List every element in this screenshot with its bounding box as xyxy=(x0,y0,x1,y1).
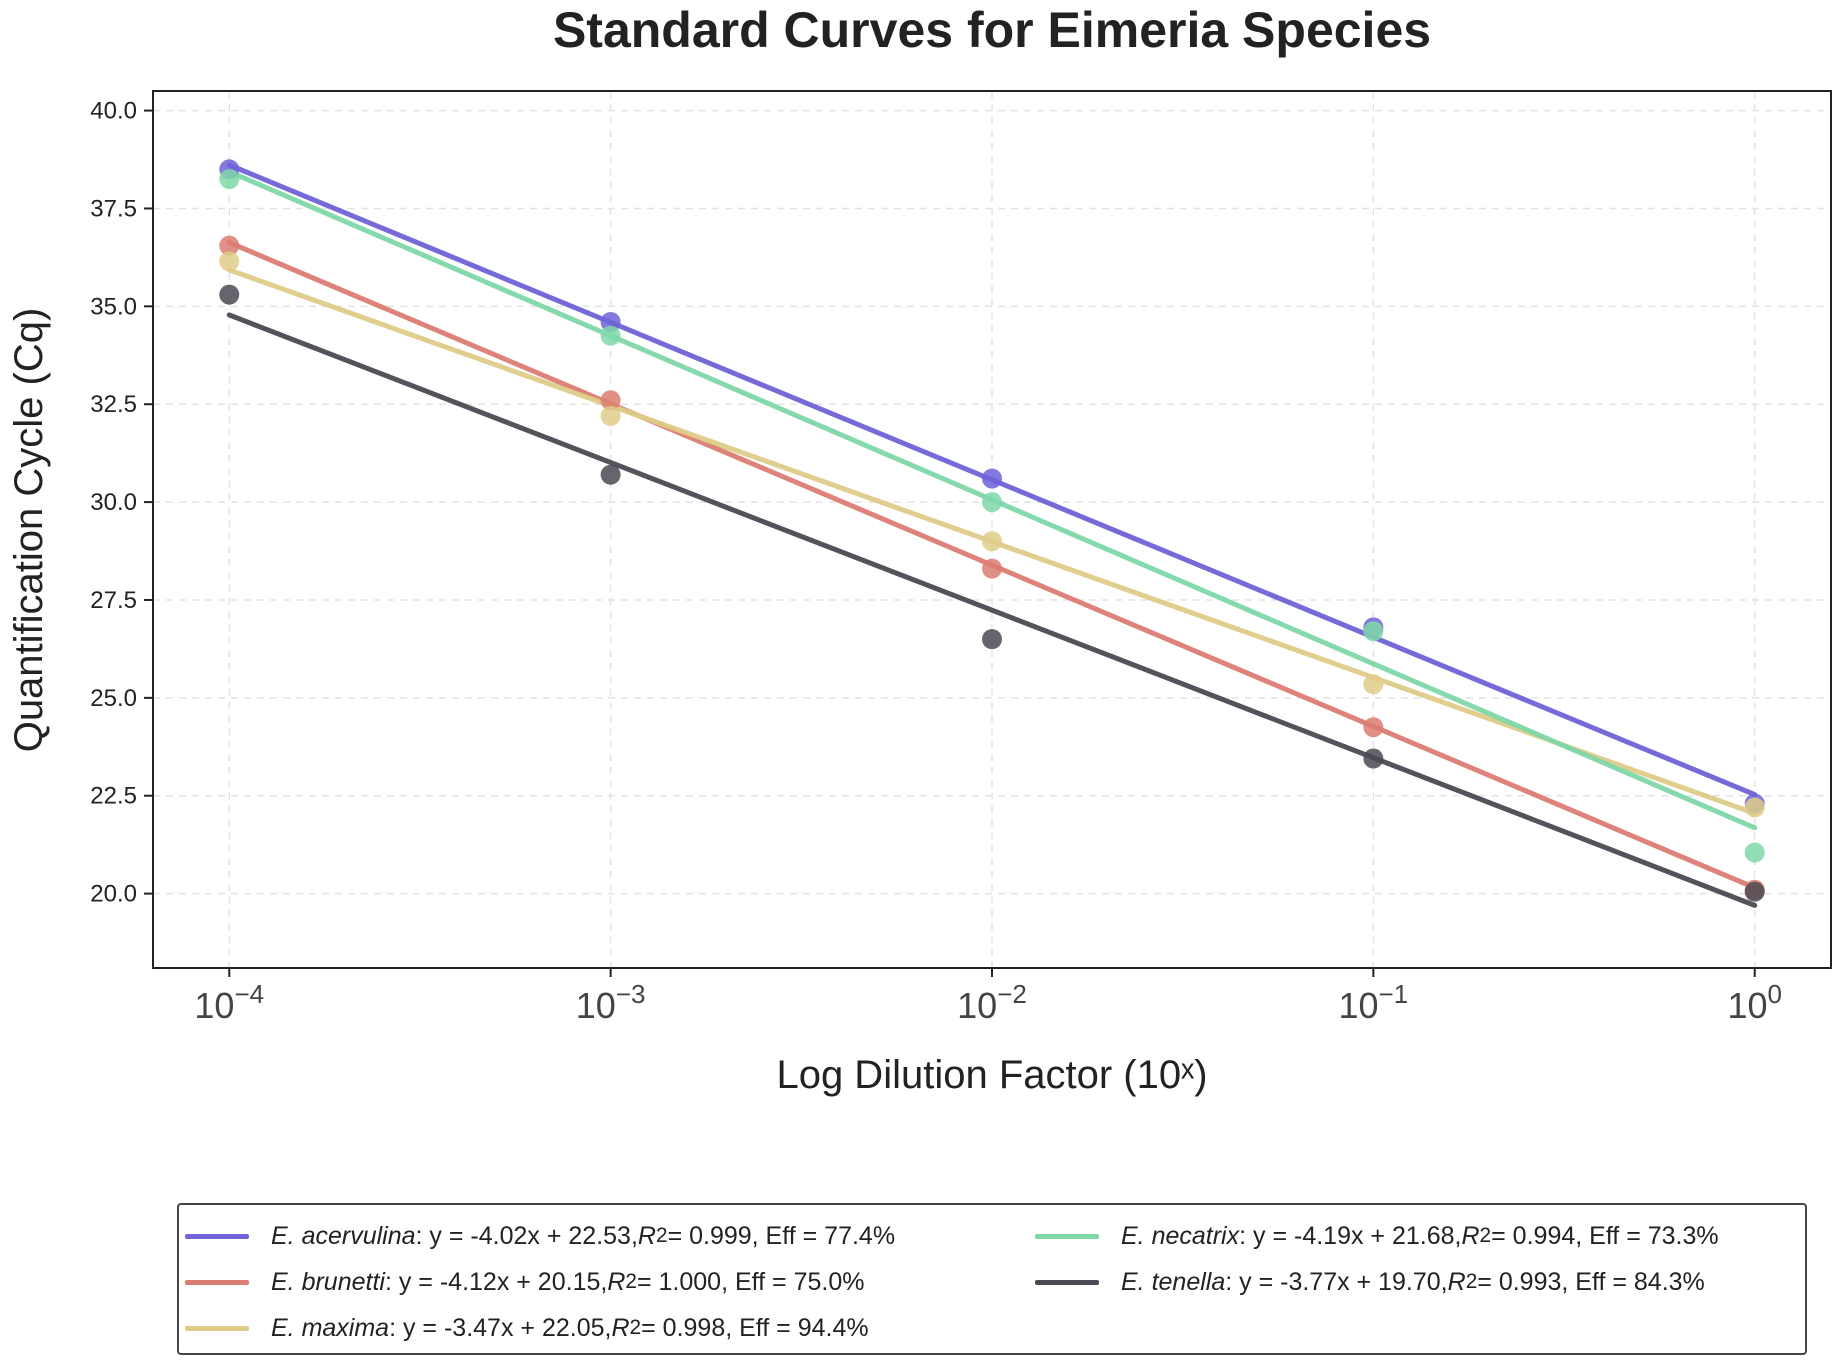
data-point xyxy=(600,405,621,426)
y-tick-label: 25.0 xyxy=(90,685,137,712)
legend-species-name: E. necatrix xyxy=(1121,1221,1240,1250)
legend-fit-stats: = 0.993, Eff = 84.3% xyxy=(1477,1267,1705,1296)
y-tick-label: 35.0 xyxy=(90,293,137,320)
data-point xyxy=(219,169,240,190)
data-point xyxy=(982,531,1002,552)
legend-fit-stats: = 1.000, Eff = 75.0% xyxy=(636,1267,865,1296)
r2-symbol: R xyxy=(1461,1221,1480,1250)
data-point xyxy=(1744,881,1765,902)
legend-species-name: E. tenella xyxy=(1121,1267,1226,1296)
legend-swatch xyxy=(185,1325,249,1331)
legend-equation: : y = -3.47x + 22.05, xyxy=(389,1313,612,1342)
data-point xyxy=(219,284,240,305)
y-tick-label: 27.5 xyxy=(90,587,137,614)
data-point xyxy=(219,235,240,256)
r2-exponent: 2 xyxy=(625,1270,637,1293)
legend-swatch xyxy=(185,1279,249,1285)
legend-equation: : y = -4.19x + 21.68, xyxy=(1239,1221,1462,1250)
legend-swatch xyxy=(1035,1279,1099,1285)
legend-species-name: E. brunetti xyxy=(271,1267,385,1296)
legend-fit-stats: = 0.994, Eff = 73.3% xyxy=(1491,1221,1719,1250)
data-point xyxy=(1744,842,1765,863)
r2-symbol: R xyxy=(611,1313,630,1342)
y-tick-label: 30.0 xyxy=(90,489,137,516)
y-tick-label: 22.5 xyxy=(90,783,137,810)
data-point xyxy=(982,558,1002,579)
legend-species-name: E. acervulina xyxy=(271,1221,416,1250)
x-tick-label: 10−4 xyxy=(194,979,264,1026)
r2-exponent: 2 xyxy=(655,1224,668,1247)
data-point xyxy=(1363,748,1384,769)
data-point xyxy=(600,325,621,346)
x-ticks: 10−4 10−3 10−2 10−1 100 xyxy=(194,968,1782,1026)
legend-fit-stats: = 0.999, Eff = 77.4% xyxy=(667,1221,896,1250)
y-tick-label: 32.5 xyxy=(90,391,137,418)
y-tick-label: 20.0 xyxy=(90,881,137,908)
x-tick-label: 10−1 xyxy=(1339,979,1409,1026)
data-point xyxy=(600,311,621,332)
data-point xyxy=(1363,717,1384,738)
data-point xyxy=(982,468,1002,489)
data-point xyxy=(600,464,621,485)
legend-species-name: E. maxima xyxy=(271,1313,390,1342)
fit-line-etenella xyxy=(226,312,1758,908)
x-tick-label: 10−3 xyxy=(576,979,646,1026)
y-ticks: 20.0 22.5 25.0 27.5 30.0 32.5 35.0 37.5 40.0 xyxy=(90,98,153,908)
legend-swatch xyxy=(1035,1233,1099,1239)
data-point xyxy=(600,390,621,411)
x-tick-label: 10−2 xyxy=(957,979,1027,1026)
r2-exponent: 2 xyxy=(629,1316,642,1339)
data-point xyxy=(1363,621,1384,642)
r2-exponent: 2 xyxy=(1479,1224,1492,1247)
x-tick-label: 100 xyxy=(1727,979,1782,1026)
data-point xyxy=(1744,797,1765,818)
r2-exponent: 2 xyxy=(1465,1270,1478,1293)
x-axis-label: Log Dilution Factor (10ˣ) xyxy=(776,1053,1207,1097)
data-point xyxy=(1363,674,1384,695)
data-point xyxy=(982,629,1002,650)
legend-fit-stats: = 0.998, Eff = 94.4% xyxy=(641,1313,869,1342)
y-axis-label: Quantification Cycle (Cq) xyxy=(7,308,51,753)
legend-equation: : y = -4.12x + 20.15, xyxy=(384,1267,608,1296)
data-point xyxy=(219,251,240,272)
legend-swatch xyxy=(185,1233,249,1239)
y-tick-label: 37.5 xyxy=(90,195,137,222)
r2-symbol: R xyxy=(607,1267,626,1296)
r2-symbol: R xyxy=(1447,1267,1466,1296)
data-point xyxy=(982,492,1002,513)
data-points xyxy=(219,159,1765,902)
chart-title: Standard Curves for Eimeria Species xyxy=(553,2,1431,58)
legend-equation: : y = -3.77x + 19.70, xyxy=(1225,1267,1448,1296)
r2-symbol: R xyxy=(637,1221,656,1250)
legend-equation: : y = -4.02x + 22.53, xyxy=(415,1221,638,1250)
y-tick-label: 40.0 xyxy=(90,98,137,125)
